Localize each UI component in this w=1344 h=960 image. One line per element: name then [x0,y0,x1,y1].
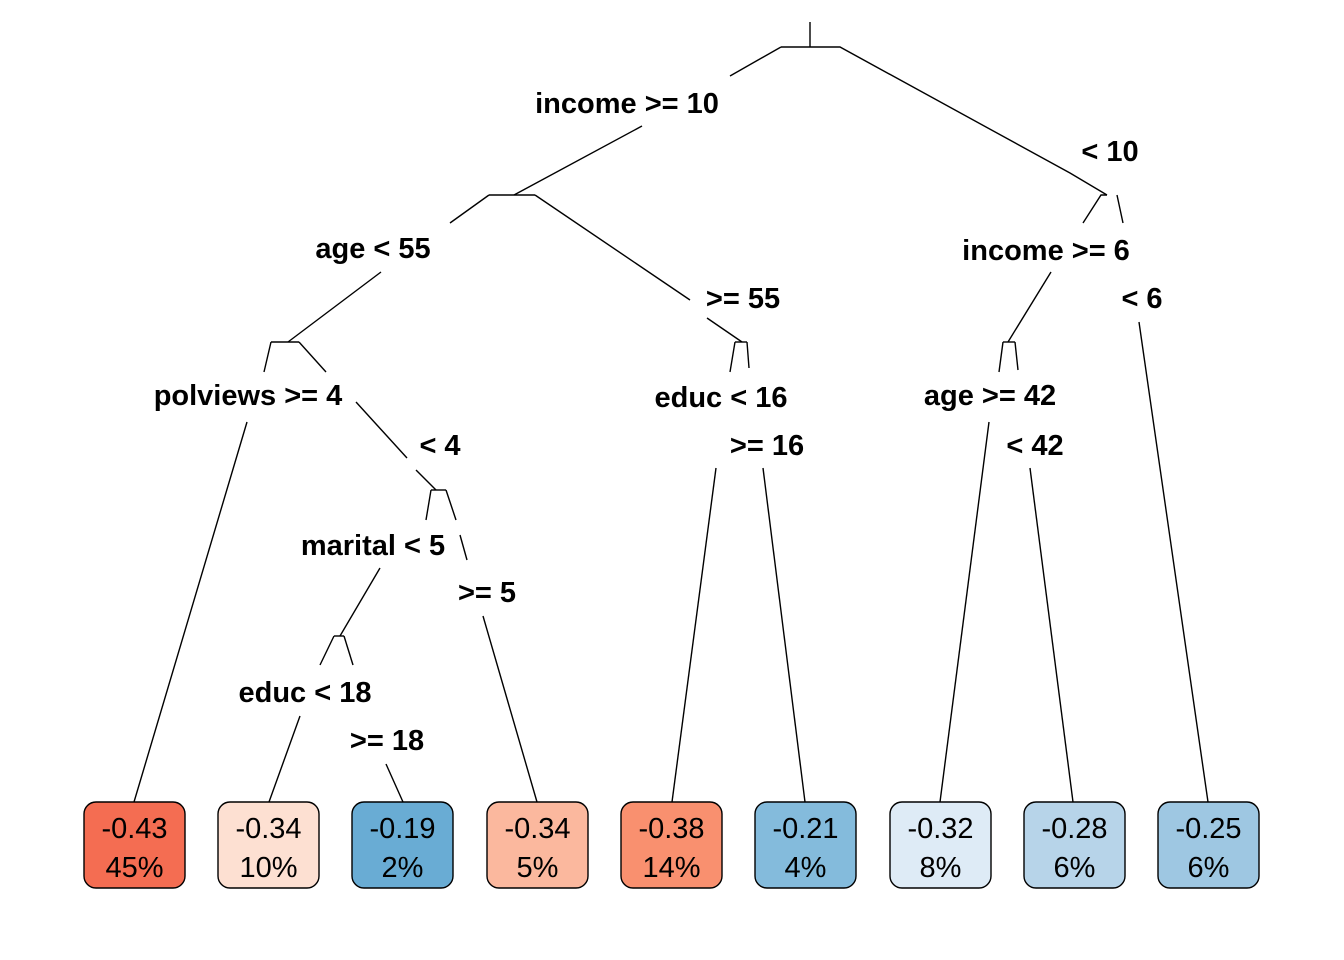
leaf-box [1157,801,1260,889]
leaf-percent: 6% [1054,852,1096,884]
leaf-percent: 14% [642,852,700,884]
edge-n2-n5 [534,194,743,343]
edge-n3-n6 [1007,194,1107,343]
edge-n4-n7 [298,341,437,491]
split-n4-yes-label: polviews >= 4 [154,380,343,412]
edge-n2-n4 [287,194,535,343]
edge-n4-l1 [133,341,299,803]
edge-n7-l4 [445,489,538,803]
leaf-node: -0.34 5% [486,801,589,889]
leaf-node: -0.19 2% [351,801,454,889]
leaf-box [889,801,992,889]
leaf-box [754,801,857,889]
leaf-percent: 5% [517,852,559,884]
split-n5-no-label: >= 16 [730,430,804,462]
leaf-value: -0.43 [101,813,167,845]
leaf-value: -0.34 [235,813,301,845]
leaf-percent: 4% [785,852,827,884]
leaf-node: -0.43 45% [83,801,186,889]
edge-n5-l6 [746,341,806,803]
leaf-value: -0.28 [1041,813,1107,845]
edge-n8-l3 [343,635,404,803]
leaf-value: -0.19 [369,813,435,845]
leaf-box [486,801,589,889]
split-n4-no-label: < 4 [419,430,460,462]
leaf-node: -0.38 14% [620,801,723,889]
split-n7-yes-label: marital < 5 [301,530,445,562]
leaf-box [217,801,320,889]
edge-n7-n8 [339,489,446,637]
leaf-value: -0.34 [504,813,570,845]
split-n7-no-label: >= 5 [458,577,516,609]
split-n8-no-label: >= 18 [350,725,424,757]
leaf-node: -0.28 6% [1023,801,1126,889]
split-n8-yes-label: educ < 18 [239,677,372,709]
leaf-percent: 10% [239,852,297,884]
leaf-value: -0.25 [1175,813,1241,845]
leaf-value: -0.21 [772,813,838,845]
leaf-value: -0.38 [638,813,704,845]
split-n1-no-label: < 10 [1081,136,1138,168]
split-n2-yes-label: age < 55 [315,233,430,265]
leaf-node: -0.32 8% [889,801,992,889]
edge-n3-l9 [1116,194,1209,803]
split-n6-no-label: < 42 [1006,430,1063,462]
leaf-node: -0.21 4% [754,801,857,889]
leaf-node: -0.34 10% [217,801,320,889]
split-n6-yes-label: age >= 42 [924,380,1056,412]
leaf-percent: 8% [920,852,962,884]
split-n3-no-label: < 6 [1121,283,1162,315]
leaf-percent: 2% [382,852,424,884]
split-n3-yes-label: income >= 6 [962,235,1130,267]
split-n2-no-label: >= 55 [706,283,780,315]
edge-n5-l5 [671,341,747,803]
leaf-box [83,801,186,889]
edge-n8-l2 [268,635,344,803]
leaf-percent: 6% [1188,852,1230,884]
edge-n1-n2 [513,46,782,196]
edge-n6-l7 [939,341,1015,803]
leaf-box [351,801,454,889]
leaf-node: -0.25 6% [1157,801,1260,889]
edge-n1-n3 [781,46,1108,196]
edge-n6-l8 [1014,341,1074,803]
leaf-box [620,801,723,889]
leaf-box [1023,801,1126,889]
leaf-value: -0.32 [907,813,973,845]
leaf-percent: 45% [105,852,163,884]
split-n1-yes-label: income >= 10 [535,88,719,120]
split-n5-yes-label: educ < 16 [655,382,788,414]
